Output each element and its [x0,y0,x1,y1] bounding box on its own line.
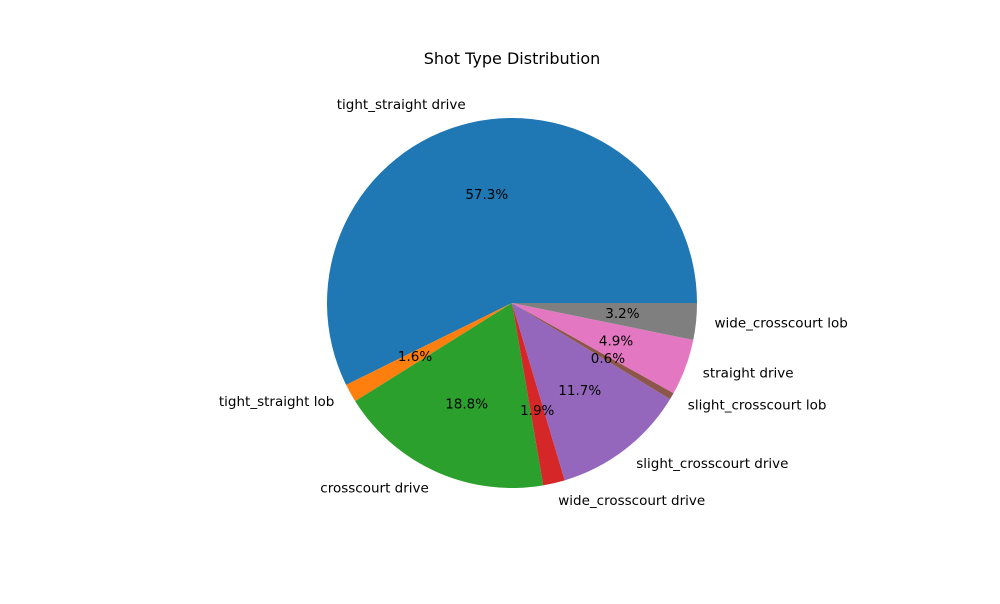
pie-slice-slight-crosscourt-drive [512,303,671,481]
slice-percent-wide-crosscourt-drive: 1.9% [520,403,554,419]
slice-label-straight-drive: straight drive [703,366,794,382]
slice-percent-tight-straight-drive: 57.3% [465,187,508,203]
pie-slice-slight-crosscourt-lob [512,303,674,400]
pie-slice-wide-crosscourt-lob [512,303,697,340]
pie-slice-wide-crosscourt-drive [512,303,565,486]
pie-slice-crosscourt-drive [355,303,544,488]
pie-slice-tight-straight-drive [327,118,697,385]
pie-labels: tight_straight drive 57.3% tight_straight … [219,97,848,509]
slice-label-crosscourt-drive: crosscourt drive [320,481,429,497]
slice-percent-tight-straight-lob: 1.6% [398,349,432,365]
slice-percent-wide-crosscourt-lob: 3.2% [605,306,639,322]
slice-label-wide-crosscourt-lob: wide_crosscourt lob [714,315,847,331]
slice-label-slight-crosscourt-drive: slight_crosscourt drive [636,456,788,472]
slice-label-wide-crosscourt-drive: wide_crosscourt drive [558,493,705,509]
chart-title: Shot Type Distribution [424,49,601,68]
slice-label-slight-crosscourt-lob: slight_crosscourt lob [688,397,827,413]
pie-slices [327,118,697,488]
slice-percent-slight-crosscourt-lob: 0.6% [591,351,625,367]
slice-percent-straight-drive: 4.9% [599,334,633,350]
slice-percent-crosscourt-drive: 18.8% [445,396,488,412]
pie-slice-straight-drive [512,303,694,394]
slice-label-tight-straight-drive: tight_straight drive [337,97,466,113]
pie-slice-tight-straight-lob [346,303,512,402]
slice-percent-slight-crosscourt-drive: 11.7% [558,383,601,399]
slice-label-tight-straight-lob: tight_straight lob [219,394,334,410]
